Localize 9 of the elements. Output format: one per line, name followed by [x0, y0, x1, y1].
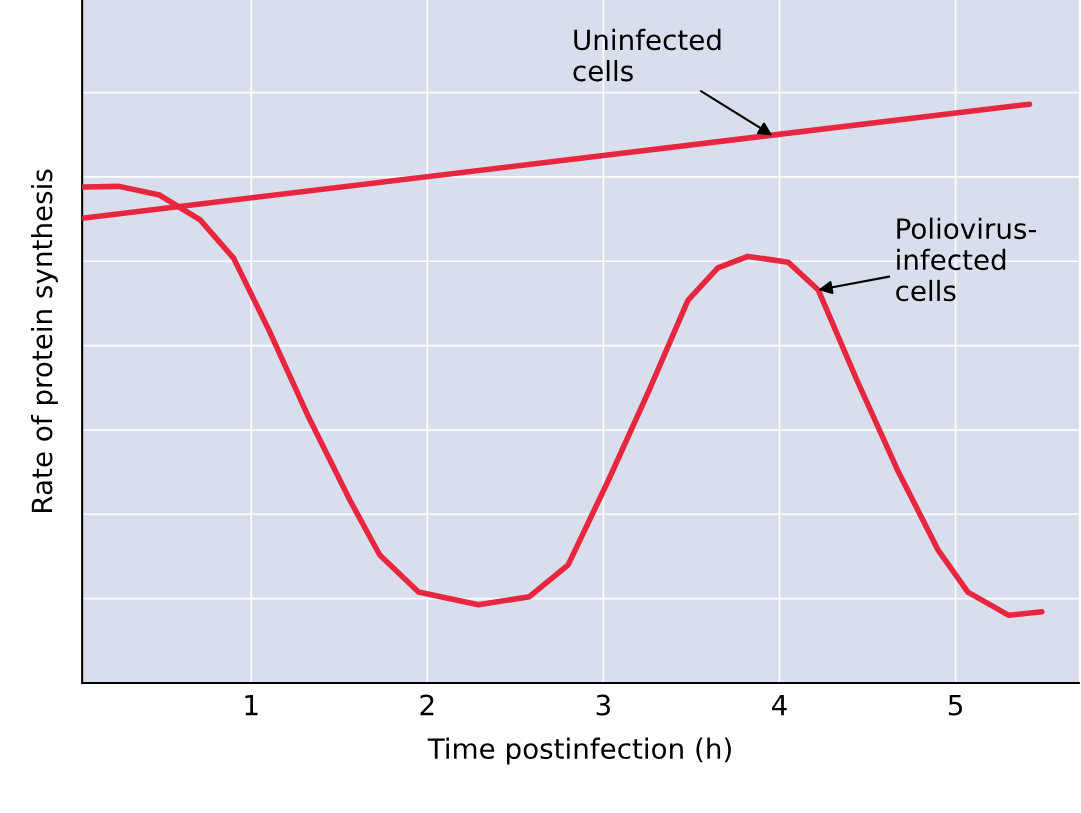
x-tick-label: 2 [420, 694, 434, 716]
y-axis-title: Rate of protein synthesis [30, 169, 58, 512]
annotation: Uninfected cells [573, 28, 721, 82]
x-axis-title: Time postinfection (h) [427, 737, 731, 765]
x-tick-label: 4 [772, 694, 787, 716]
x-tick-label: 5 [948, 694, 962, 716]
x-tick-label: 1 [245, 694, 258, 716]
x-tick-label: 3 [596, 694, 610, 716]
annotation: Poliovirus- infected cells [896, 217, 1037, 302]
